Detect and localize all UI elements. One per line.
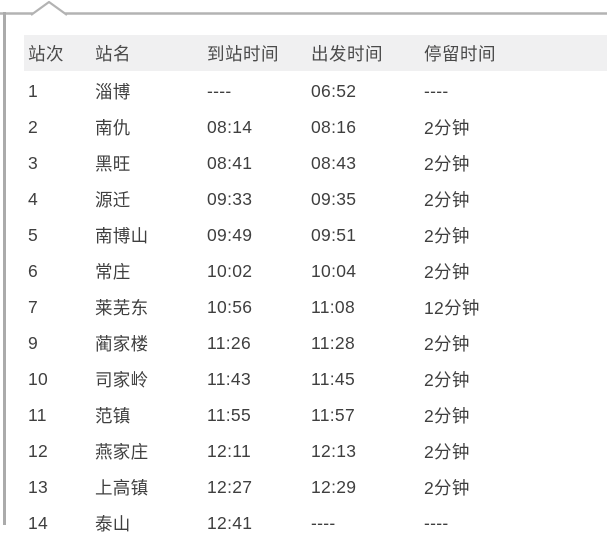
cell-station-no: 5: [28, 224, 39, 245]
cell-departure-time: 12:13: [311, 440, 357, 461]
train-schedule-table: 站次 站名 到站时间 出发时间 停留时间 1 淄博 ---- 06:52 ---…: [24, 35, 607, 541]
table-row: 14 泰山 12:41 ---- ----: [24, 505, 607, 541]
cell-station-no: 13: [28, 476, 49, 497]
table-row: 5 南博山 09:49 09:51 2分钟: [24, 217, 607, 253]
cell-stop-duration: 2分钟: [424, 189, 470, 210]
cell-stop-duration: ----: [424, 512, 449, 533]
table-row: 1 淄博 ---- 06:52 ----: [24, 73, 607, 109]
cell-arrival-time: 12:11: [207, 440, 251, 461]
cell-station-name: 淄博: [95, 81, 131, 102]
cell-arrival-time: 12:27: [207, 476, 253, 497]
cell-stop-duration: 2分钟: [424, 153, 470, 174]
cell-station-name: 黑旺: [95, 153, 131, 174]
cell-station-name: 上高镇: [95, 477, 149, 498]
cell-station-no: 11: [28, 404, 47, 425]
cell-arrival-time: 08:14: [207, 116, 253, 137]
cell-station-name: 莱芜东: [95, 297, 149, 318]
cell-departure-time: 08:16: [311, 116, 357, 137]
table-row: 6 常庄 10:02 10:04 2分钟: [24, 253, 607, 289]
cell-departure-time: 11:45: [311, 368, 355, 389]
cell-arrival-time: 11:55: [207, 404, 251, 425]
cell-arrival-time: 09:49: [207, 224, 253, 245]
cell-arrival-time: 10:02: [207, 260, 253, 281]
cell-arrival-time: 11:43: [207, 368, 251, 389]
cell-departure-time: 08:43: [311, 152, 357, 173]
cell-departure-time: 10:04: [311, 260, 357, 281]
cell-station-name: 范镇: [95, 405, 131, 426]
cell-arrival-time: ----: [207, 80, 232, 101]
cell-station-name: 司家岭: [95, 369, 149, 390]
tooltip-arrow-icon: [0, 0, 607, 16]
table-header-row: 站次 站名 到站时间 出发时间 停留时间: [24, 35, 607, 71]
cell-departure-time: 11:28: [311, 332, 355, 353]
cell-station-name: 常庄: [95, 261, 131, 282]
cell-station-no: 9: [28, 332, 39, 353]
cell-station-no: 7: [28, 296, 39, 317]
cell-station-name: 泰山: [95, 513, 131, 534]
table-body: 1 淄博 ---- 06:52 ---- 2 南仇 08:14 08:16 2分…: [24, 73, 607, 541]
table-row: 13 上高镇 12:27 12:29 2分钟: [24, 469, 607, 505]
cell-arrival-time: 08:41: [207, 152, 253, 173]
cell-departure-time: 12:29: [311, 476, 357, 497]
cell-arrival-time: 11:26: [207, 332, 251, 353]
cell-departure-time: 11:08: [311, 296, 355, 317]
cell-station-name: 南仇: [95, 117, 131, 138]
cell-stop-duration: 2分钟: [424, 441, 470, 462]
column-header-station-no: 站次: [28, 43, 64, 64]
cell-stop-duration: ----: [424, 80, 449, 101]
cell-station-no: 1: [28, 80, 39, 101]
cell-departure-time: 09:51: [311, 224, 357, 245]
cell-departure-time: ----: [311, 512, 336, 533]
cell-stop-duration: 2分钟: [424, 477, 470, 498]
table-row: 4 源迁 09:33 09:35 2分钟: [24, 181, 607, 217]
cell-station-no: 3: [28, 152, 39, 173]
cell-station-name: 南博山: [95, 225, 149, 246]
column-header-arrival-time: 到站时间: [207, 43, 279, 64]
cell-arrival-time: 12:41: [207, 512, 253, 533]
cell-departure-time: 09:35: [311, 188, 357, 209]
cell-departure-time: 11:57: [311, 404, 355, 425]
cell-stop-duration: 2分钟: [424, 117, 470, 138]
tooltip-left-border: [3, 12, 6, 525]
cell-stop-duration: 2分钟: [424, 225, 470, 246]
cell-station-no: 2: [28, 116, 39, 137]
cell-station-name: 蔺家楼: [95, 333, 149, 354]
cell-station-no: 10: [28, 368, 49, 389]
cell-arrival-time: 10:56: [207, 296, 253, 317]
cell-station-no: 4: [28, 188, 39, 209]
table-row: 9 蔺家楼 11:26 11:28 2分钟: [24, 325, 607, 361]
table-row: 10 司家岭 11:43 11:45 2分钟: [24, 361, 607, 397]
table-row: 3 黑旺 08:41 08:43 2分钟: [24, 145, 607, 181]
table-row: 12 燕家庄 12:11 12:13 2分钟: [24, 433, 607, 469]
cell-station-no: 12: [28, 440, 49, 461]
cell-station-name: 源迁: [95, 189, 131, 210]
table-row: 11 范镇 11:55 11:57 2分钟: [24, 397, 607, 433]
cell-stop-duration: 2分钟: [424, 333, 470, 354]
cell-stop-duration: 2分钟: [424, 369, 470, 390]
column-header-departure-time: 出发时间: [311, 43, 383, 64]
cell-stop-duration: 2分钟: [424, 405, 470, 426]
cell-departure-time: 06:52: [311, 80, 357, 101]
cell-stop-duration: 2分钟: [424, 261, 470, 282]
cell-station-no: 6: [28, 260, 39, 281]
cell-arrival-time: 09:33: [207, 188, 253, 209]
column-header-station-name: 站名: [95, 43, 131, 64]
table-row: 2 南仇 08:14 08:16 2分钟: [24, 109, 607, 145]
column-header-stop-duration: 停留时间: [424, 43, 496, 64]
cell-station-no: 14: [28, 512, 49, 533]
cell-station-name: 燕家庄: [95, 441, 149, 462]
table-row: 7 莱芜东 10:56 11:08 12分钟: [24, 289, 607, 325]
cell-stop-duration: 12分钟: [424, 297, 480, 318]
